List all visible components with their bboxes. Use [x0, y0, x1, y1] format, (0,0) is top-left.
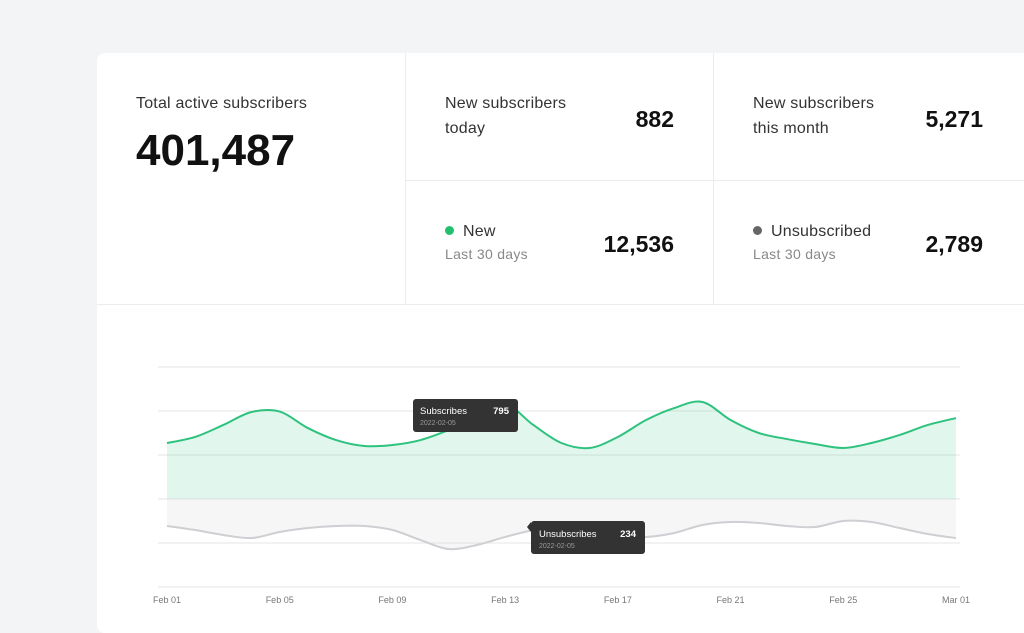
tooltip-box — [413, 399, 518, 432]
tooltip-pointer — [527, 522, 531, 532]
tooltip: Unsubscribes 234 2022-02-05 — [527, 521, 645, 554]
dot — [753, 226, 762, 235]
value: 12,536 — [603, 231, 674, 257]
line — [166, 400, 957, 450]
chart: Feb 01 Feb 05 Feb 09 Feb 13 Feb 17 Feb 21 Feb … — [153, 366, 970, 605]
x-tick-label: Feb 09 — [378, 595, 406, 605]
tooltip-box — [531, 521, 645, 554]
tooltip-series: Subscribes — [420, 406, 467, 417]
label: New — [445, 219, 713, 244]
x-tick-label: Feb 17 — [604, 595, 632, 605]
total-cell: Total active subscribers 401,487 — [97, 53, 406, 305]
new-cell: New Last 30 days 12,536 — [406, 181, 714, 305]
label: New subscribers this month — [753, 95, 875, 137]
x-tick-label: Feb 21 — [717, 595, 745, 605]
x-tick-label: Feb 01 — [153, 595, 181, 605]
tooltip-series: Unsubscribes — [539, 529, 597, 540]
x-tick-label: Feb 25 — [829, 595, 857, 605]
today-cell: New subscribers today 882 — [406, 53, 714, 181]
text: New — [463, 223, 496, 240]
unsub-cell: Unsubscribed Last 30 days 2,789 — [714, 181, 1024, 305]
tooltip-value: 795 — [493, 406, 510, 417]
label: Total active subscribers — [136, 95, 308, 112]
text: Unsubscribed — [771, 223, 872, 240]
area — [167, 401, 956, 499]
value: 2,789 — [925, 231, 983, 257]
label: New subscribers today — [445, 95, 567, 137]
dot — [445, 226, 454, 235]
x-tick-label: Feb 05 — [266, 595, 294, 605]
value: 882 — [635, 106, 674, 132]
value: 401,487 — [136, 126, 296, 175]
value: 5,271 — [925, 106, 983, 132]
sublabel: Last 30 days — [753, 246, 836, 262]
x-tick-label: Feb 13 — [491, 595, 519, 605]
page: Total active subscribers 401,487 New sub… — [97, 53, 1024, 633]
x-tick-label: Mar 01 — [942, 595, 970, 605]
tooltip: Subscribes 795 2022-02-05 — [413, 399, 518, 432]
tooltip-date: 2022-02-05 — [539, 543, 575, 550]
sublabel: Last 30 days — [445, 246, 528, 262]
tooltip-value: 234 — [620, 529, 637, 540]
tooltip-date: 2022-02-05 — [420, 420, 456, 427]
month-cell: New subscribers this month 5,271 — [714, 53, 1024, 181]
label: Unsubscribed — [753, 219, 1024, 244]
